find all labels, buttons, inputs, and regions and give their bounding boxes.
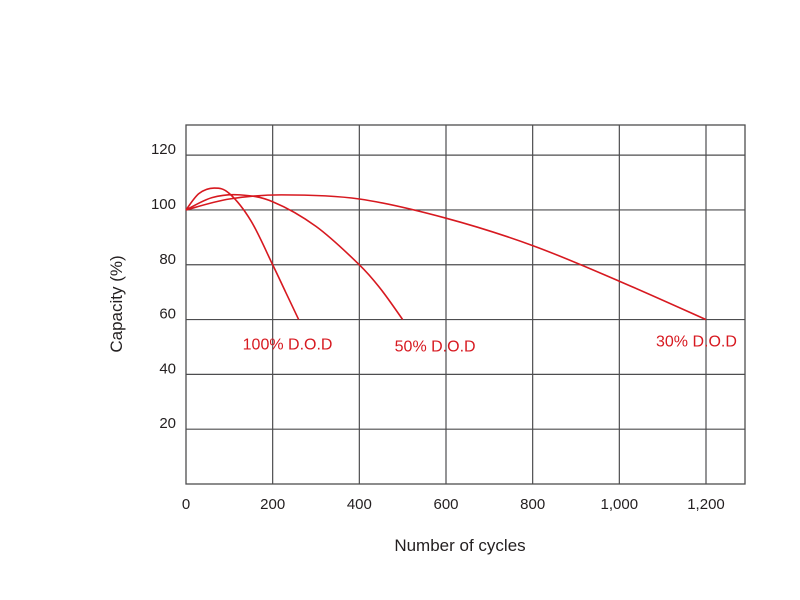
y-tick-label: 80	[159, 251, 176, 268]
series-line-50-d-o-d	[185, 193, 404, 321]
plot-frame	[185, 124, 746, 485]
y-axis-ticks: 20 40 60 80 100 120	[151, 141, 176, 432]
series-line-30-d-o-d	[185, 194, 707, 321]
x-tick-label: 0	[182, 496, 190, 513]
x-tick-label: 800	[520, 496, 545, 513]
series-label: 50% D.O.D	[395, 339, 476, 356]
y-tick-label: 40	[159, 360, 176, 377]
x-axis-title: Number of cycles	[394, 536, 525, 555]
x-tick-label: 1,000	[601, 496, 639, 513]
series-label: 100% D.O.D	[243, 337, 333, 354]
x-tick-label: 400	[347, 496, 372, 513]
x-tick-label: 200	[260, 496, 285, 513]
grid-lines	[186, 125, 745, 484]
x-tick-label: 1,200	[687, 496, 725, 513]
y-tick-label: 20	[159, 415, 176, 432]
series-label: 30% D.O.D	[656, 334, 737, 351]
series-group	[185, 187, 707, 321]
y-tick-label: 100	[151, 196, 176, 213]
series-labels: 100% D.O.D 50% D.O.D 30% D.O.D	[243, 334, 737, 356]
y-tick-label: 60	[159, 306, 176, 323]
x-tick-label: 600	[433, 496, 458, 513]
x-axis-ticks: 0 200 400 600 800 1,000 1,200	[182, 496, 725, 513]
y-tick-label: 120	[151, 141, 176, 158]
series-line-100-d-o-d	[185, 187, 300, 320]
y-axis-title: Capacity (%)	[107, 255, 126, 352]
